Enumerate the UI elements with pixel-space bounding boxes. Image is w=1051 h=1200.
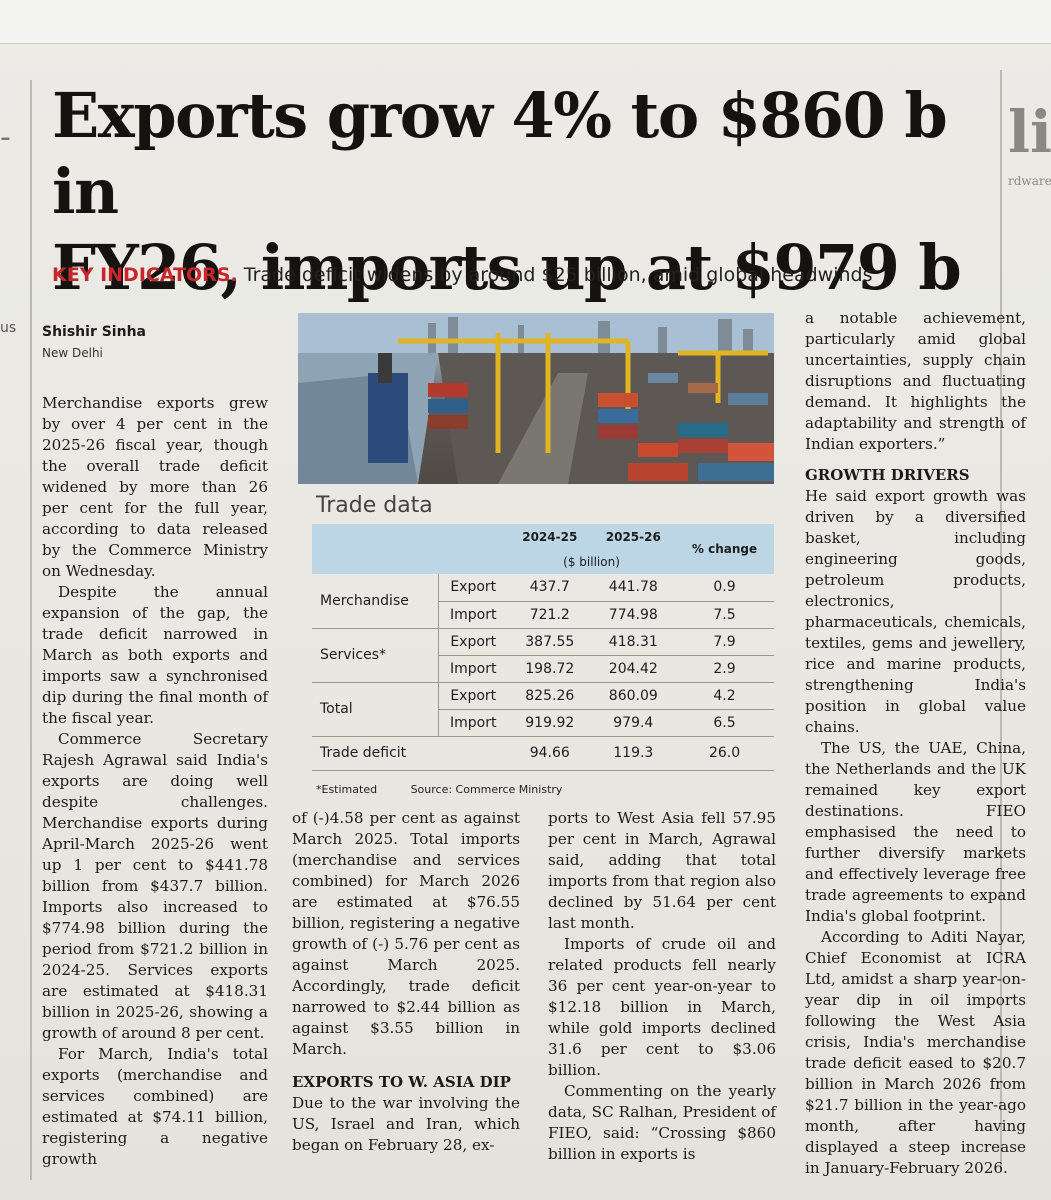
row-category: Total bbox=[312, 682, 438, 737]
table-row: Merchandise Export 437.7 441.78 0.9 bbox=[312, 574, 774, 629]
trade-data-table-wrap: 2024-25 2025-26 % change ($ billion) Mer… bbox=[312, 524, 774, 771]
paragraph: Imports of crude oil and related product… bbox=[548, 935, 776, 1079]
row-kind: Import bbox=[437, 601, 508, 629]
paragraph: Commerce Secretary Rajesh Agrawal said I… bbox=[42, 730, 268, 1042]
adjacent-headline-fragment: lit bbox=[1008, 98, 1051, 166]
paragraph: Despite the annual expansion of the gap,… bbox=[42, 583, 268, 727]
row-category: Trade deficit bbox=[312, 736, 508, 771]
cell-change: 2.9 bbox=[675, 655, 774, 683]
row-kind: Export bbox=[437, 628, 508, 656]
table-row: Services* Export 387.55 418.31 7.9 bbox=[312, 628, 774, 683]
row-category: Merchandise bbox=[312, 574, 438, 629]
section-heading: GROWTH DRIVERS bbox=[805, 466, 970, 484]
cell-2024-25: 721.2 bbox=[508, 601, 592, 629]
kicker-text: Trade deficit widens by around $25 billi… bbox=[243, 264, 873, 286]
row-category: Services* bbox=[312, 628, 438, 683]
adjacent-text-fragment: rdware bbox=[1008, 174, 1051, 188]
article-column-1: Merchandise exports grew by over 4 per c… bbox=[42, 393, 268, 1170]
column-rule-right bbox=[1000, 70, 1002, 1170]
paragraph: Due to the war involving the US, Israel … bbox=[292, 1094, 520, 1154]
paragraph: According to Aditi Nayar, Chief Economis… bbox=[805, 928, 1026, 1177]
section-heading: EXPORTS TO W. ASIA DIP bbox=[292, 1073, 511, 1091]
photo-illustration bbox=[298, 313, 774, 484]
table-row: Import 721.2 774.98 7.5 bbox=[312, 601, 774, 629]
paragraph: of (-)4.58 per cent as against March 202… bbox=[292, 809, 520, 1058]
footnote-estimated: *Estimated bbox=[316, 783, 378, 796]
cell-change: 7.9 bbox=[675, 628, 774, 656]
page-top-margin bbox=[0, 0, 1051, 44]
cell-2024-25: 919.92 bbox=[508, 709, 592, 737]
table-header-blank bbox=[312, 524, 508, 574]
cell-2025-26: 441.78 bbox=[591, 574, 676, 602]
cell-change: 0.9 bbox=[675, 574, 774, 602]
byline-dateline: New Delhi bbox=[42, 346, 103, 360]
paragraph: The US, the UAE, China, the Netherlands … bbox=[805, 739, 1026, 925]
cell-change: 4.2 bbox=[675, 682, 774, 710]
cell-change: 6.5 bbox=[675, 709, 774, 737]
kicker-label: KEY INDICATORS. bbox=[52, 264, 238, 286]
row-kind: Export bbox=[437, 574, 508, 602]
table-row: Total Export 825.26 860.09 4.2 bbox=[312, 682, 774, 737]
unit-label: ($ billion) bbox=[508, 550, 676, 574]
cell-2024-25: 437.7 bbox=[508, 574, 592, 602]
article-column-2: of (-)4.58 per cent as against March 202… bbox=[292, 808, 520, 1156]
cell-change: 7.5 bbox=[675, 601, 774, 629]
row-kind: Export bbox=[437, 682, 508, 710]
paragraph: He said export growth was driven by a di… bbox=[805, 487, 1026, 736]
table-row: Trade deficit 94.66 119.3 26.0 bbox=[312, 736, 774, 771]
subheadline: KEY INDICATORS. Trade deficit widens by … bbox=[52, 264, 1002, 286]
paragraph: a notable achievement, particularly amid… bbox=[805, 309, 1026, 453]
paragraph: For March, India's total exports (mercha… bbox=[42, 1045, 268, 1168]
trade-data-table: 2024-25 2025-26 % change ($ billion) Mer… bbox=[312, 524, 774, 771]
article-column-4: a notable achievement, particularly amid… bbox=[805, 308, 1026, 1179]
trade-table-title: Trade data bbox=[316, 493, 433, 518]
headline: Exports grow 4% to $860 b in FY26, impor… bbox=[52, 78, 1002, 306]
cell-2024-25: 825.26 bbox=[508, 682, 592, 710]
footnote-source: Source: Commerce Ministry bbox=[410, 783, 563, 796]
cell-2024-25: 198.72 bbox=[508, 655, 592, 683]
cell-2025-26: 119.3 bbox=[591, 736, 676, 771]
port-container-photo bbox=[298, 313, 774, 484]
table-row: Import 198.72 204.42 2.9 bbox=[312, 655, 774, 683]
paragraph: Merchandise exports grew by over 4 per c… bbox=[42, 394, 268, 580]
cell-2025-26: 774.98 bbox=[591, 601, 676, 629]
cell-change: 26.0 bbox=[675, 736, 774, 771]
adjacent-article-fragment: us bbox=[0, 320, 17, 336]
column-rule-left bbox=[30, 80, 32, 1180]
column-header-percent-change: % change bbox=[675, 524, 774, 574]
article-column-3: ports to West Asia fell 57.95 per cent i… bbox=[548, 808, 776, 1165]
column-header-2024-25: 2024-25 bbox=[508, 524, 592, 550]
headline-line-1: Exports grow 4% to $860 b in bbox=[52, 79, 948, 228]
cell-2025-26: 979.4 bbox=[591, 709, 676, 737]
cell-2025-26: 860.09 bbox=[591, 682, 676, 710]
headline-line-2: FY26, imports up at $979 b bbox=[52, 231, 962, 304]
column-header-2025-26: 2025-26 bbox=[591, 524, 676, 550]
cell-2024-25: 94.66 bbox=[508, 736, 592, 771]
cell-2024-25: 387.55 bbox=[508, 628, 592, 656]
cell-2025-26: 204.42 bbox=[591, 655, 676, 683]
row-kind: Import bbox=[437, 709, 508, 737]
table-row: Import 919.92 979.4 6.5 bbox=[312, 709, 774, 737]
paragraph: Commenting on the yearly data, SC Ralhan… bbox=[548, 1082, 776, 1163]
table-footnote: *Estimated Source: Commerce Ministry bbox=[316, 783, 562, 796]
paragraph: ports to West Asia fell 57.95 per cent i… bbox=[548, 809, 776, 932]
row-kind: Import bbox=[437, 655, 508, 683]
adjacent-article-dash: - bbox=[0, 120, 11, 155]
adjacent-article-right: lit rdware bbox=[1008, 100, 1051, 188]
cell-2025-26: 418.31 bbox=[591, 628, 676, 656]
byline-author: Shishir Sinha bbox=[42, 324, 146, 340]
